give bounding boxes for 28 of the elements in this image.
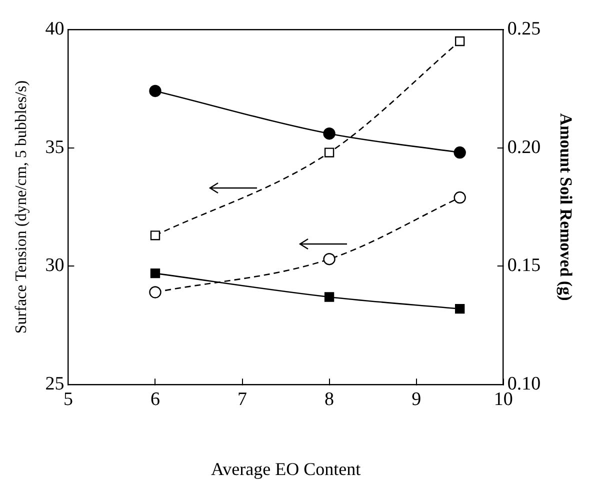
point — [150, 230, 160, 240]
y-tick-label: 35 — [45, 136, 64, 158]
y2-tick-label: 0.25 — [507, 18, 541, 40]
point — [324, 292, 334, 302]
y-tick-label: 30 — [45, 255, 64, 276]
y2-axis-title: Amount Soil Removed (g) — [556, 113, 576, 301]
point — [150, 268, 160, 278]
x-tick-label: 5 — [63, 388, 73, 410]
point — [454, 191, 466, 204]
x-tick-label: 8 — [324, 388, 334, 410]
y2-tick-label: 0.20 — [507, 136, 541, 158]
y-tick-label: 40 — [45, 18, 64, 40]
point — [454, 146, 466, 159]
x-tick-label: 9 — [412, 388, 422, 410]
point — [323, 127, 336, 140]
point — [454, 304, 465, 314]
y-axis-title: Surface Tension (dyne/cm, 5 bubbles/s) — [12, 80, 30, 334]
y-tick-label: 25 — [45, 374, 64, 395]
x-tick-label: 10 — [494, 388, 513, 410]
point — [454, 36, 465, 46]
x-tick-label: 6 — [150, 388, 160, 410]
point — [323, 252, 336, 266]
y2-tick-label: 0.15 — [507, 255, 541, 276]
point — [149, 84, 162, 98]
x-axis-title: Average EO Content — [210, 458, 361, 479]
point — [324, 148, 334, 158]
x-tick-label: 7 — [238, 388, 248, 410]
point — [149, 286, 162, 298]
